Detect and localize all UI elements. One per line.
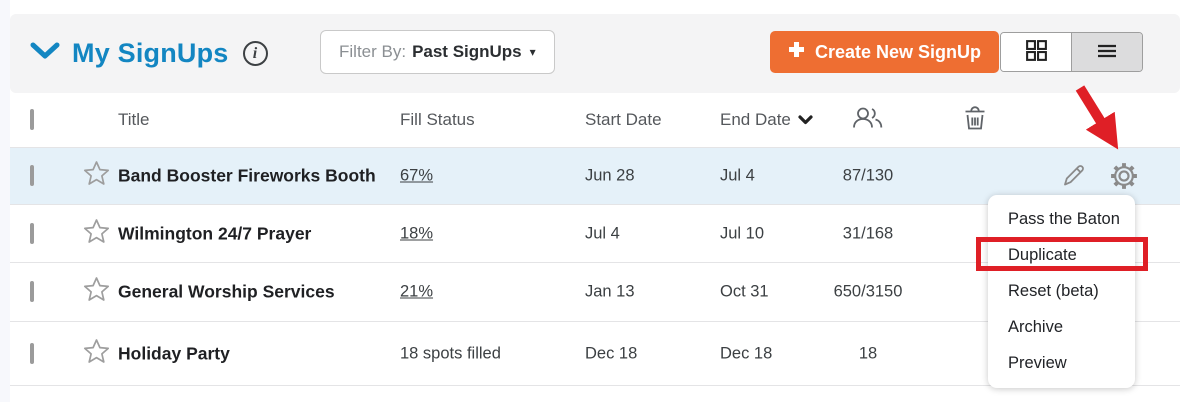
table-row: Wilmington 24/7 Prayer 18% Jul 4 Jul 10 … (10, 205, 1180, 263)
column-header-title[interactable]: Title (118, 110, 150, 129)
menu-item-preview[interactable]: Preview (988, 345, 1135, 381)
filter-prefix-label: Filter By: (339, 42, 407, 61)
signup-title-link[interactable]: Holiday Party (118, 343, 230, 363)
fill-status-cell: 18% (400, 224, 550, 243)
participant-count: 650/3150 (833, 282, 903, 301)
start-date-value: Jan 13 (585, 282, 635, 301)
fill-status-cell: 21% (400, 283, 550, 302)
row-checkbox[interactable] (30, 222, 34, 244)
fill-status-cell: 18 spots filled (400, 344, 550, 363)
list-icon (1094, 39, 1120, 66)
start-date-value: Jul 4 (585, 224, 620, 242)
menu-item-reset-beta[interactable]: Reset (beta) (988, 274, 1135, 310)
column-header-fill-status[interactable]: Fill Status (400, 110, 475, 129)
participant-count: 87/130 (842, 166, 894, 185)
trash-basket-icon[interactable] (963, 105, 987, 136)
table-header: Title Fill Status Start Date End Date (10, 93, 1180, 148)
fill-percent-link[interactable]: 67% (400, 166, 434, 185)
participant-count: 18 (858, 344, 878, 362)
signup-title-link[interactable]: General Worship Services (118, 281, 335, 302)
table-row: Holiday Party 18 spots filled Dec 18 Dec… (10, 322, 1180, 386)
fill-status-cell: 67% (400, 167, 550, 186)
view-toggle (1000, 32, 1143, 72)
menu-item-archive[interactable]: Archive (988, 309, 1135, 345)
favorite-star-icon[interactable] (82, 276, 111, 309)
fill-percent-link[interactable]: 21% (400, 282, 434, 301)
gear-dropdown-menu: Pass the Baton Duplicate Reset (beta) Ar… (988, 195, 1135, 388)
grid-icon (1024, 38, 1049, 66)
page-gutter (0, 0, 10, 402)
filter-selected-value: Past SignUps (412, 42, 522, 61)
end-date-value: Oct 31 (720, 282, 769, 301)
end-date-value: Jul 4 (720, 166, 755, 185)
page-title: My SignUps (72, 38, 229, 68)
page-title-group: My SignUps i (30, 14, 268, 93)
people-icon[interactable] (852, 106, 883, 134)
start-date-value: Dec 18 (585, 344, 638, 362)
signup-title-link[interactable]: Wilmington 24/7 Prayer (118, 223, 312, 243)
favorite-star-icon[interactable] (82, 217, 111, 250)
collapse-chevron-icon[interactable] (30, 42, 60, 65)
participant-count: 31/168 (842, 224, 894, 242)
fill-spots-text: 18 spots filled (400, 344, 501, 362)
create-button-label: Create New SignUp (815, 41, 982, 62)
list-view-button[interactable] (1071, 33, 1142, 71)
caret-down-icon: ▾ (529, 45, 536, 59)
edit-pencil-icon[interactable] (1060, 163, 1087, 190)
favorite-star-icon[interactable] (82, 337, 111, 370)
row-checkbox[interactable] (30, 165, 34, 186)
plus-icon (788, 41, 805, 63)
favorite-star-icon[interactable] (82, 160, 111, 193)
table-row: General Worship Services 21% Jan 13 Oct … (10, 263, 1180, 322)
sort-chevron-down-icon (798, 110, 813, 130)
signup-title-link[interactable]: Band Booster Fireworks Booth (118, 165, 376, 186)
end-date-label: End Date (720, 110, 791, 129)
annotation-highlight-box (976, 237, 1148, 271)
start-date-value: Jun 28 (585, 166, 635, 185)
table-row: Band Booster Fireworks Booth 67% Jun 28 … (10, 148, 1180, 205)
topbar: My SignUps i Filter By: Past SignUps ▾ C… (10, 14, 1180, 93)
row-checkbox[interactable] (30, 281, 34, 302)
info-icon[interactable]: i (242, 41, 268, 66)
row-checkbox[interactable] (30, 342, 34, 364)
menu-item-pass-the-baton[interactable]: Pass the Baton (988, 202, 1135, 238)
fill-percent-link[interactable]: 18% (400, 224, 434, 242)
menu-item-duplicate[interactable]: Duplicate (988, 238, 1135, 274)
column-header-end-date[interactable]: End Date (720, 110, 813, 130)
end-date-value: Jul 10 (720, 224, 765, 242)
filter-by-dropdown[interactable]: Filter By: Past SignUps ▾ (320, 30, 555, 74)
column-header-start-date[interactable]: Start Date (585, 110, 662, 129)
grid-view-button[interactable] (1001, 33, 1071, 71)
settings-gear-icon[interactable] (1110, 162, 1138, 190)
end-date-value: Dec 18 (720, 344, 773, 362)
create-new-signup-button[interactable]: Create New SignUp (770, 31, 1000, 73)
select-all-checkbox[interactable] (30, 109, 34, 130)
